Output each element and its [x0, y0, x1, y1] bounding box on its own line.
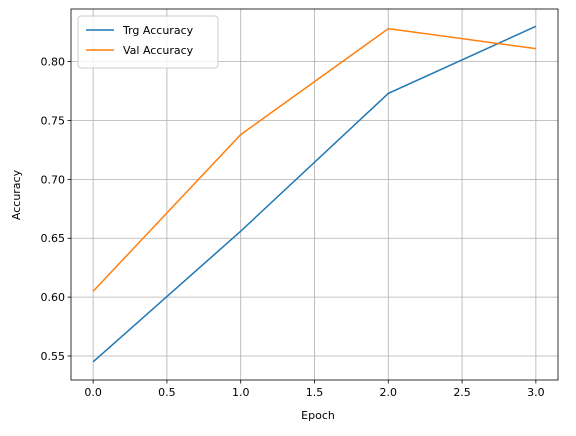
legend-box [77, 15, 219, 69]
plot-frame [70, 8, 559, 381]
x-tick-label: 2.5 [453, 386, 471, 399]
x-tick-label: 0.0 [84, 386, 102, 399]
y-tick-label: 0.75 [41, 115, 66, 128]
x-tick-label: 1.0 [232, 386, 250, 399]
y-tick-label: 0.80 [41, 56, 66, 69]
x-tick-label: 2.0 [380, 386, 398, 399]
legend: Trg Accuracy Val Accuracy [77, 15, 219, 69]
y-axis-label: Accuracy [10, 169, 23, 220]
x-tick-label: 3.0 [527, 386, 545, 399]
x-tick-label: 1.5 [306, 386, 324, 399]
legend-label: Val Accuracy [123, 44, 194, 57]
line-series [92, 25, 537, 363]
legend-label: Trg Accuracy [122, 24, 194, 37]
y-tick-label: 0.65 [41, 232, 66, 245]
y-tick-label: 0.70 [41, 173, 66, 186]
x-axis-label: Epoch [301, 409, 335, 422]
y-tick-label: 0.60 [41, 291, 66, 304]
y-tick-label: 0.55 [41, 350, 66, 363]
x-tick-label: 0.5 [158, 386, 176, 399]
line-series [92, 27, 536, 292]
